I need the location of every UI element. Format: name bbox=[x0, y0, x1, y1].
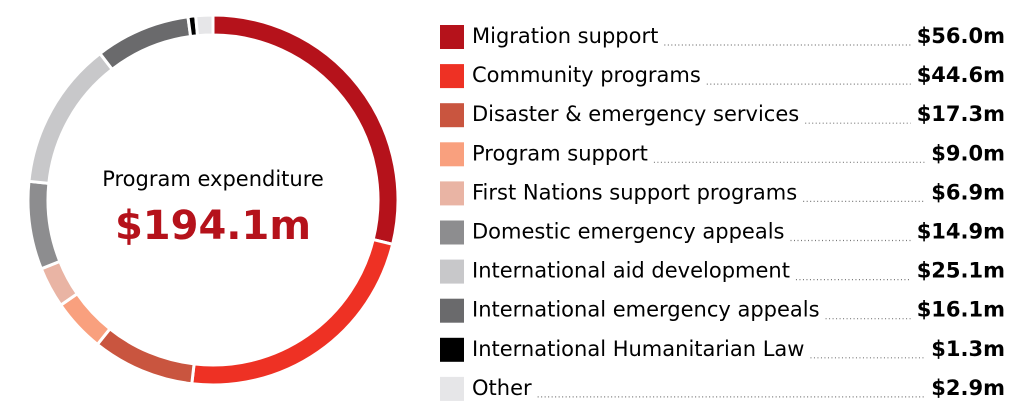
donut-segment bbox=[97, 15, 193, 72]
legend-value: $6.9m bbox=[931, 180, 1005, 204]
legend-label: International aid development bbox=[472, 259, 790, 283]
legend-swatch bbox=[440, 142, 464, 167]
donut-segment bbox=[27, 51, 115, 185]
donut-segment bbox=[190, 237, 395, 387]
legend-label: Domestic emergency appeals bbox=[472, 220, 785, 244]
donut-segment bbox=[95, 326, 196, 386]
legend-value: $14.9m bbox=[917, 220, 1005, 244]
legend-value: $56.0m bbox=[917, 24, 1005, 48]
legend-value: $44.6m bbox=[917, 63, 1005, 87]
legend-swatch bbox=[440, 181, 464, 206]
legend-value: $25.1m bbox=[917, 259, 1005, 283]
legend-swatch bbox=[440, 64, 464, 89]
legend-swatch bbox=[440, 376, 464, 401]
legend-value: $1.3m bbox=[931, 337, 1005, 361]
legend-swatch bbox=[440, 259, 464, 284]
legend-label: Program support bbox=[472, 141, 648, 165]
legend-swatch bbox=[440, 220, 464, 245]
legend-label: Community programs bbox=[472, 63, 701, 87]
legend-value: $2.9m bbox=[931, 376, 1005, 400]
legend-label: International Humanitarian Law bbox=[472, 337, 804, 361]
legend-value: $17.3m bbox=[917, 102, 1005, 126]
legend-label: Other bbox=[472, 376, 532, 400]
legend-swatch bbox=[440, 25, 464, 49]
center-label: Program expenditure bbox=[102, 167, 324, 191]
legend-swatch bbox=[440, 103, 464, 128]
legend-value: $16.1m bbox=[917, 298, 1005, 322]
legend-swatch bbox=[440, 298, 464, 323]
legend-label: International emergency appeals bbox=[472, 298, 820, 322]
legend-swatch bbox=[440, 337, 464, 362]
legend-label: Migration support bbox=[472, 24, 658, 48]
legend-label: First Nations support programs bbox=[472, 180, 797, 204]
donut-segment bbox=[194, 13, 215, 38]
center-value: $194.1m bbox=[115, 203, 311, 249]
donut-segment bbox=[26, 179, 62, 271]
legend-value: $9.0m bbox=[931, 141, 1005, 165]
legend-label: Disaster & emergency services bbox=[472, 102, 799, 126]
